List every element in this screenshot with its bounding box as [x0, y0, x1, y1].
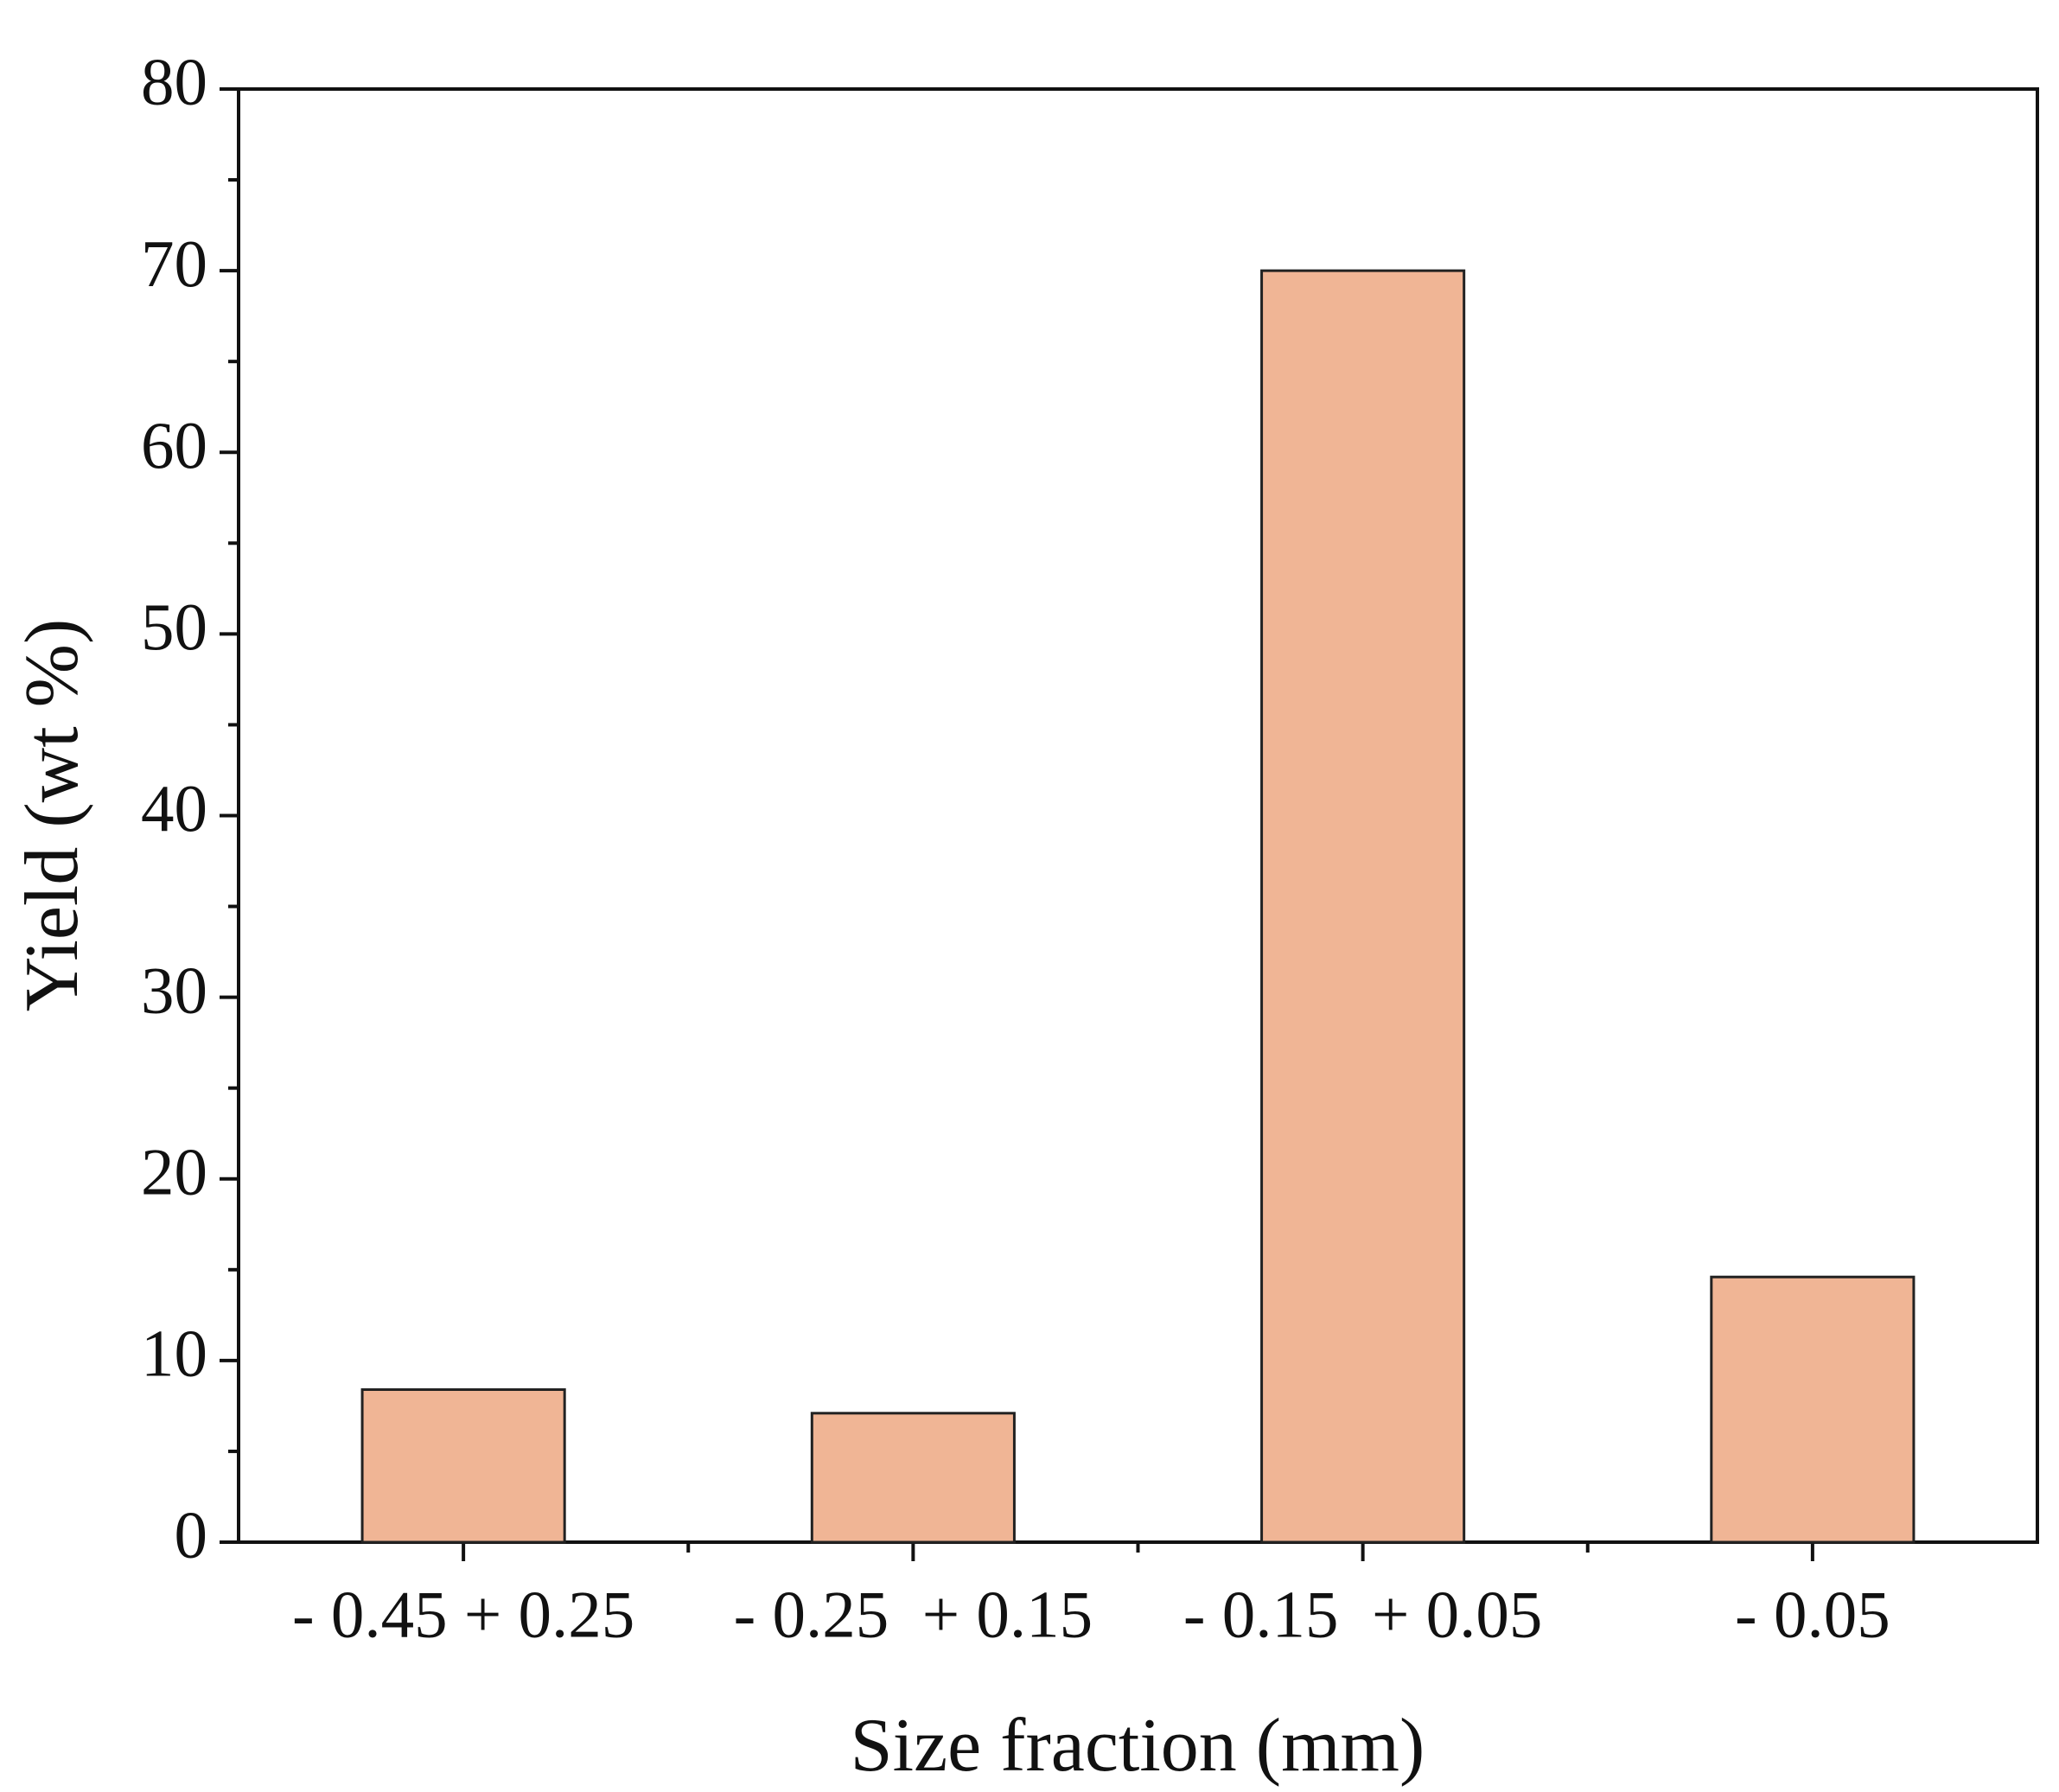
y-tick-label: 50 [141, 590, 207, 664]
y-tick-label: 80 [141, 45, 207, 119]
y-tick-label: 60 [141, 408, 207, 482]
x-tick-label: - 0.45 + 0.25 [292, 1578, 634, 1652]
y-tick-label: 70 [141, 226, 207, 301]
y-tick-label: 30 [141, 953, 207, 1027]
x-tick-label: - 0.25 + 0.15 [734, 1578, 1093, 1652]
y-axis-title: Yield (wt %) [10, 619, 94, 1012]
bar [810, 1412, 1016, 1544]
bar [1710, 1275, 1916, 1544]
bar [1260, 269, 1466, 1544]
y-tick-label: 40 [141, 771, 207, 845]
y-tick-label: 20 [141, 1134, 207, 1208]
bar [360, 1387, 566, 1544]
x-axis-title: Size fraction (mm) [851, 1704, 1425, 1788]
x-tick-label: - 0.15 + 0.05 [1183, 1578, 1543, 1652]
y-tick-label: 10 [141, 1317, 207, 1391]
x-tick-label: - 0.05 [1735, 1578, 1890, 1652]
y-tick-label: 0 [175, 1498, 208, 1572]
